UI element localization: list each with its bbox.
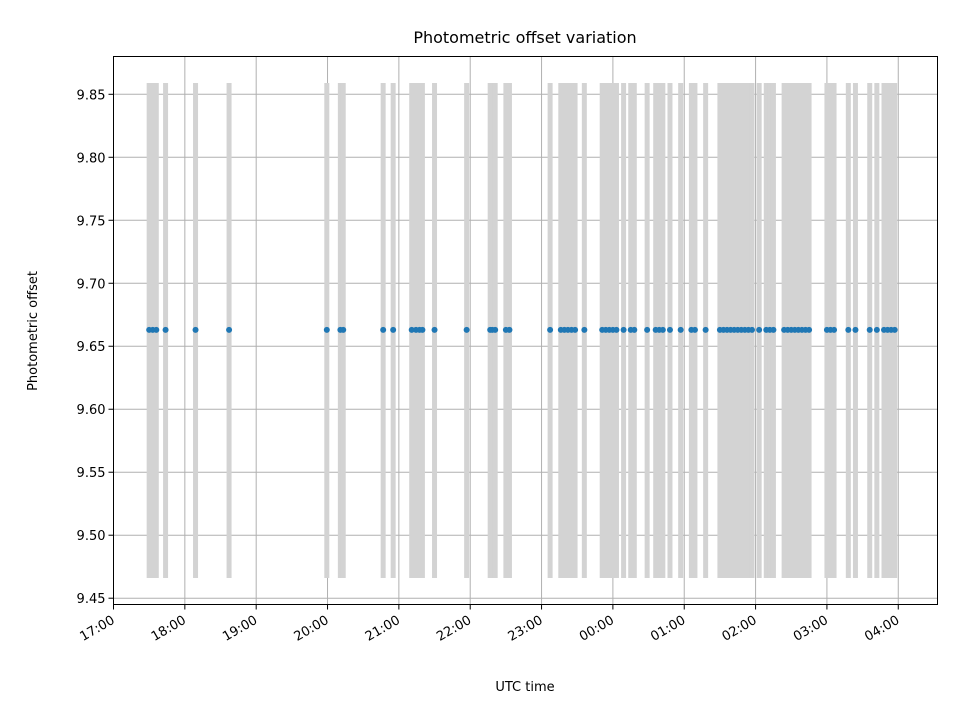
y-tick-label: 9.50 [77,529,106,544]
x-axis-label: UTC time [495,680,554,695]
data-point [677,326,684,333]
data-point [631,326,638,333]
data-point [756,326,763,333]
data-point [463,326,470,333]
x-tick-label: 00:00 [577,613,617,645]
chart-title: Photometric offset variation [413,28,636,47]
y-tick-label: 9.70 [77,277,106,292]
data-point [581,326,588,333]
y-tick-label: 9.65 [77,340,106,355]
data-point [659,326,666,333]
data-point [162,326,169,333]
x-tick-label: 04:00 [862,613,902,645]
x-tick-label: 20:00 [292,613,332,645]
grid [113,56,938,605]
x-tick-label: 17:00 [78,613,118,645]
data-point [408,326,415,333]
data-point [572,326,579,333]
data-point [806,326,813,333]
x-tick-label: 19:00 [220,613,260,645]
data-point [620,326,627,333]
x-tick-label: 01:00 [648,613,688,645]
data-point [702,326,709,333]
data-point [770,326,777,333]
data-point [547,326,554,333]
data-point [613,326,620,333]
data-point [226,326,233,333]
data-point [831,326,838,333]
x-tick-label: 02:00 [720,613,760,645]
x-tick-label: 18:00 [149,613,189,645]
data-point [506,326,513,333]
data-points [146,326,898,333]
data-point [431,326,438,333]
x-tick-label: 03:00 [791,613,831,645]
y-tick-label: 9.55 [77,466,106,481]
y-tick-label: 9.85 [77,88,106,103]
data-point [340,326,347,333]
x-tick-label: 23:00 [506,613,546,645]
data-point [323,326,330,333]
data-point [492,326,499,333]
data-point [891,326,898,333]
data-point [873,326,880,333]
x-tick-label: 22:00 [434,613,474,645]
x-tick-label: 21:00 [363,613,403,645]
data-point [749,326,756,333]
y-tick-label: 9.75 [77,214,106,229]
data-point [852,326,859,333]
plot-frame [113,56,938,605]
data-point [866,326,873,333]
data-point [192,326,199,333]
data-point [419,326,426,333]
y-tick-label: 9.80 [77,151,106,166]
data-point [390,326,397,333]
y-tick-label: 9.45 [77,592,106,607]
data-point [666,326,673,333]
y-tick-label: 9.60 [77,403,106,418]
data-point [691,326,698,333]
y-axis-label: Photometric offset [26,271,41,391]
data-point [153,326,160,333]
data-point [644,326,651,333]
data-point [845,326,852,333]
data-point [380,326,387,333]
